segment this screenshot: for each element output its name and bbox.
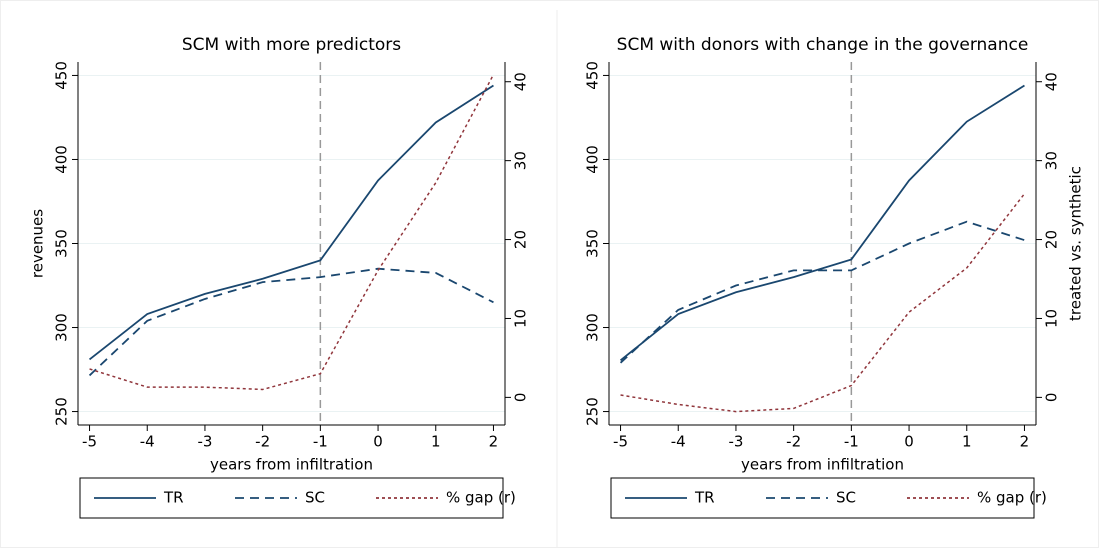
x-tick-label: -5 <box>82 433 97 451</box>
x-tick-label: -4 <box>140 433 155 451</box>
x-axis-title: years from infiltration <box>741 456 904 474</box>
series-line <box>88 84 494 361</box>
y-tick-label: 450 <box>53 61 71 90</box>
y-tick-label: 300 <box>584 313 602 342</box>
y2-tick-label: 40 <box>1043 72 1061 91</box>
series-line <box>619 220 1025 364</box>
x-axis-title: years from infiltration <box>210 456 373 474</box>
y2-tick-label: 30 <box>1043 151 1061 170</box>
y2-tick-label: 30 <box>512 151 530 170</box>
y-tick-label: 250 <box>584 397 602 426</box>
x-tick-label: 2 <box>1020 433 1030 451</box>
y2-tick-label: 10 <box>512 309 530 328</box>
x-tick-label: -3 <box>197 433 212 451</box>
y2-tick-label: 0 <box>1043 393 1061 403</box>
x-tick-label: -3 <box>728 433 743 451</box>
y-tick-label: 250 <box>53 397 71 426</box>
y2-tick-label: 20 <box>1043 230 1061 249</box>
x-tick-label: -2 <box>255 433 270 451</box>
legend-label: TR <box>694 489 715 507</box>
x-tick-label: 1 <box>962 433 972 451</box>
y2-tick-label: 40 <box>512 72 530 91</box>
x-tick-label: -4 <box>671 433 686 451</box>
y-axis-title: revenues <box>29 209 47 278</box>
x-tick-label: 0 <box>373 433 383 451</box>
x-tick-label: -1 <box>313 433 328 451</box>
chart-title: SCM with more predictors <box>182 35 401 55</box>
x-tick-label: -2 <box>786 433 801 451</box>
y-tick-label: 350 <box>584 229 602 258</box>
y2-axis-title: treated vs. synthetic <box>1067 166 1085 321</box>
x-tick-label: -5 <box>613 433 628 451</box>
legend-label: % gap (r) <box>977 489 1047 507</box>
legend-label: SC <box>305 489 325 507</box>
series-line <box>619 84 1025 362</box>
x-tick-label: 1 <box>431 433 441 451</box>
y-tick-label: 400 <box>53 145 71 174</box>
series-line <box>88 267 494 377</box>
x-tick-label: 0 <box>904 433 914 451</box>
y-tick-label: 350 <box>53 229 71 258</box>
y-tick-label: 400 <box>584 145 602 174</box>
chart-title: SCM with donors with change in the gover… <box>617 35 1029 55</box>
legend-label: TR <box>163 489 184 507</box>
x-tick-label: 2 <box>489 433 499 451</box>
x-tick-label: -1 <box>844 433 859 451</box>
legend-label: SC <box>836 489 856 507</box>
y2-tick-label: 0 <box>512 393 530 403</box>
y-tick-label: 450 <box>584 61 602 90</box>
y-tick-label: 300 <box>53 313 71 342</box>
legend-label: % gap (r) <box>446 489 516 507</box>
series-line <box>89 74 495 391</box>
y2-tick-label: 10 <box>1043 309 1061 328</box>
y2-tick-label: 20 <box>512 230 530 249</box>
series-line <box>620 193 1026 413</box>
